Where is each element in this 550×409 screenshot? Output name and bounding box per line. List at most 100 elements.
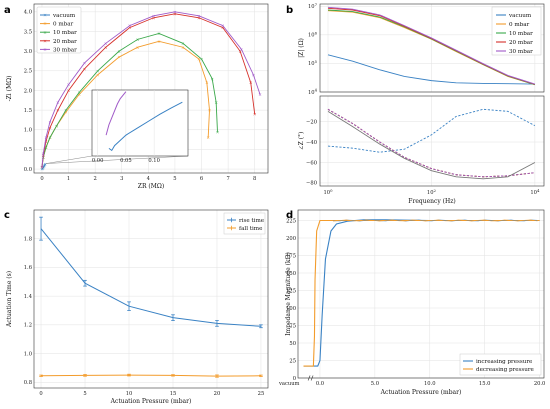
series-line-30-mbar	[327, 6, 536, 85]
legend: rise time fall time	[223, 212, 266, 235]
x-tick-label: 0.0	[316, 381, 324, 387]
inset-x-tick-label: 0.10	[148, 158, 160, 164]
inset-x-tick-label: 0.00	[92, 158, 104, 164]
y-tick-label: 200	[286, 236, 296, 242]
y-tick-label: 175	[286, 253, 296, 259]
x-axis-label: Actuation Pressure (mbar)	[380, 389, 462, 396]
x-tick-label: 7	[226, 176, 229, 182]
panel-b-chart: 107 106 105 104 |Z| (Ω) vacuum 0 mbar 10 mbar 20…	[298, 2, 545, 205]
data-point: ×	[64, 108, 68, 114]
panel-d-chart: 0 25 50 75 100 125 150 175 200 225 vacuum 0.0 5.0 10.…	[278, 209, 546, 396]
y-tick-label: 100	[286, 306, 296, 312]
y-tick-label: 0.0	[24, 167, 32, 173]
panel-label-d: d	[286, 210, 293, 221]
data-point: ×	[42, 164, 46, 170]
data-point: ×	[40, 165, 44, 171]
data-point: ×	[104, 41, 108, 47]
data-point: ×	[77, 90, 81, 96]
data-point: ×	[157, 39, 161, 45]
data-point: ×	[240, 47, 244, 53]
data-point: ×	[48, 135, 52, 141]
data-point: ×	[41, 165, 45, 171]
series-line-rise-time	[40, 228, 261, 327]
data-point: ×	[55, 123, 59, 129]
y-tick-label: 150	[286, 271, 296, 277]
data-point: ×	[253, 112, 257, 118]
legend-label: increasing pressure	[476, 359, 533, 365]
data-point: ×	[67, 82, 71, 88]
y-tick-label: 0.5	[24, 147, 32, 153]
data-point: ×	[205, 80, 209, 86]
data-point: ×	[44, 139, 48, 145]
axis-break	[307, 375, 311, 381]
data-point: ×	[96, 72, 100, 78]
x-tick-label: 10.0	[424, 381, 436, 387]
data-point: ×	[56, 100, 60, 106]
data-point: ×	[67, 88, 71, 94]
series-line-30-mbar	[327, 108, 535, 178]
data-point: ×	[77, 92, 81, 98]
y-tick-label: 0	[293, 376, 296, 382]
y-tick-label: −60	[306, 160, 317, 166]
y-tick-label: 3.0	[24, 49, 32, 55]
data-point: ×	[258, 92, 262, 98]
data-point: ×	[210, 76, 214, 82]
series-line-10-mbar	[41, 33, 218, 168]
x-tick-label: 5.0	[371, 381, 379, 387]
series-line-decreasing-pressure	[303, 219, 540, 367]
series-line-fall-time	[41, 374, 261, 377]
inset-series-vacuum	[108, 101, 183, 152]
legend-marker: ×	[43, 13, 47, 19]
panel-label-a: a	[4, 5, 11, 16]
data-point: ×	[197, 13, 201, 19]
data-point: ×	[117, 49, 121, 55]
inset-connector	[45, 155, 189, 164]
inset-series-30-mbar	[105, 91, 127, 136]
axis-break	[310, 375, 314, 381]
data-point: ×	[40, 165, 44, 171]
data-point: ×	[48, 125, 52, 131]
data-point: ×	[83, 66, 87, 72]
data-point: ×	[104, 45, 108, 51]
legend-box	[36, 6, 82, 54]
legend: × vacuum × 0 mbar × 10 mbar × 20 mbar × 30 mbar	[36, 6, 82, 54]
y-tick-label: 75	[289, 323, 296, 329]
y-tick-label: 107	[308, 2, 318, 10]
data-point: ×	[221, 23, 225, 29]
panel-label-b: b	[286, 5, 293, 16]
inset-connector	[45, 155, 93, 164]
legend-label: 10 mbar	[53, 30, 77, 36]
x-tick-label: 2	[94, 176, 97, 182]
x-tick-label: 20.0	[534, 381, 546, 387]
inset-frame	[91, 89, 189, 157]
data-point: ×	[41, 166, 45, 172]
legend: increasing pressure decreasing pressure	[459, 353, 542, 376]
x-axis-label: ZR (MΩ)	[138, 183, 164, 190]
x-axis-label: Frequency (Hz)	[408, 198, 455, 205]
data-point: ×	[197, 15, 201, 21]
x-tick-label: 15	[170, 391, 177, 397]
legend-box	[459, 353, 542, 376]
data-point: ×	[157, 31, 161, 37]
data-point: ×	[117, 55, 121, 61]
data-point: ×	[206, 135, 210, 141]
data-point: ×	[173, 11, 177, 17]
y-tick-label: 4.0	[24, 10, 32, 16]
data-point: ×	[40, 165, 44, 171]
y-tick-label: 50	[289, 341, 296, 347]
x-tick-label: 5	[83, 391, 86, 397]
data-point: ×	[197, 57, 201, 63]
legend-label: 20 mbar	[53, 39, 77, 45]
x-tick-label: 3	[120, 176, 123, 182]
legend-box	[223, 212, 266, 235]
y-axis-label: ∠Z (°)	[298, 132, 305, 151]
series-line-increasing-pressure	[303, 219, 540, 367]
data-point: ×	[173, 9, 177, 15]
data-point: ×	[43, 162, 47, 168]
y-tick-label: −40	[306, 140, 317, 146]
x-tick-label: vacuum	[278, 381, 300, 387]
data-point: ×	[96, 68, 100, 74]
series-line-20-mbar	[41, 13, 256, 168]
data-point: ×	[152, 13, 156, 19]
